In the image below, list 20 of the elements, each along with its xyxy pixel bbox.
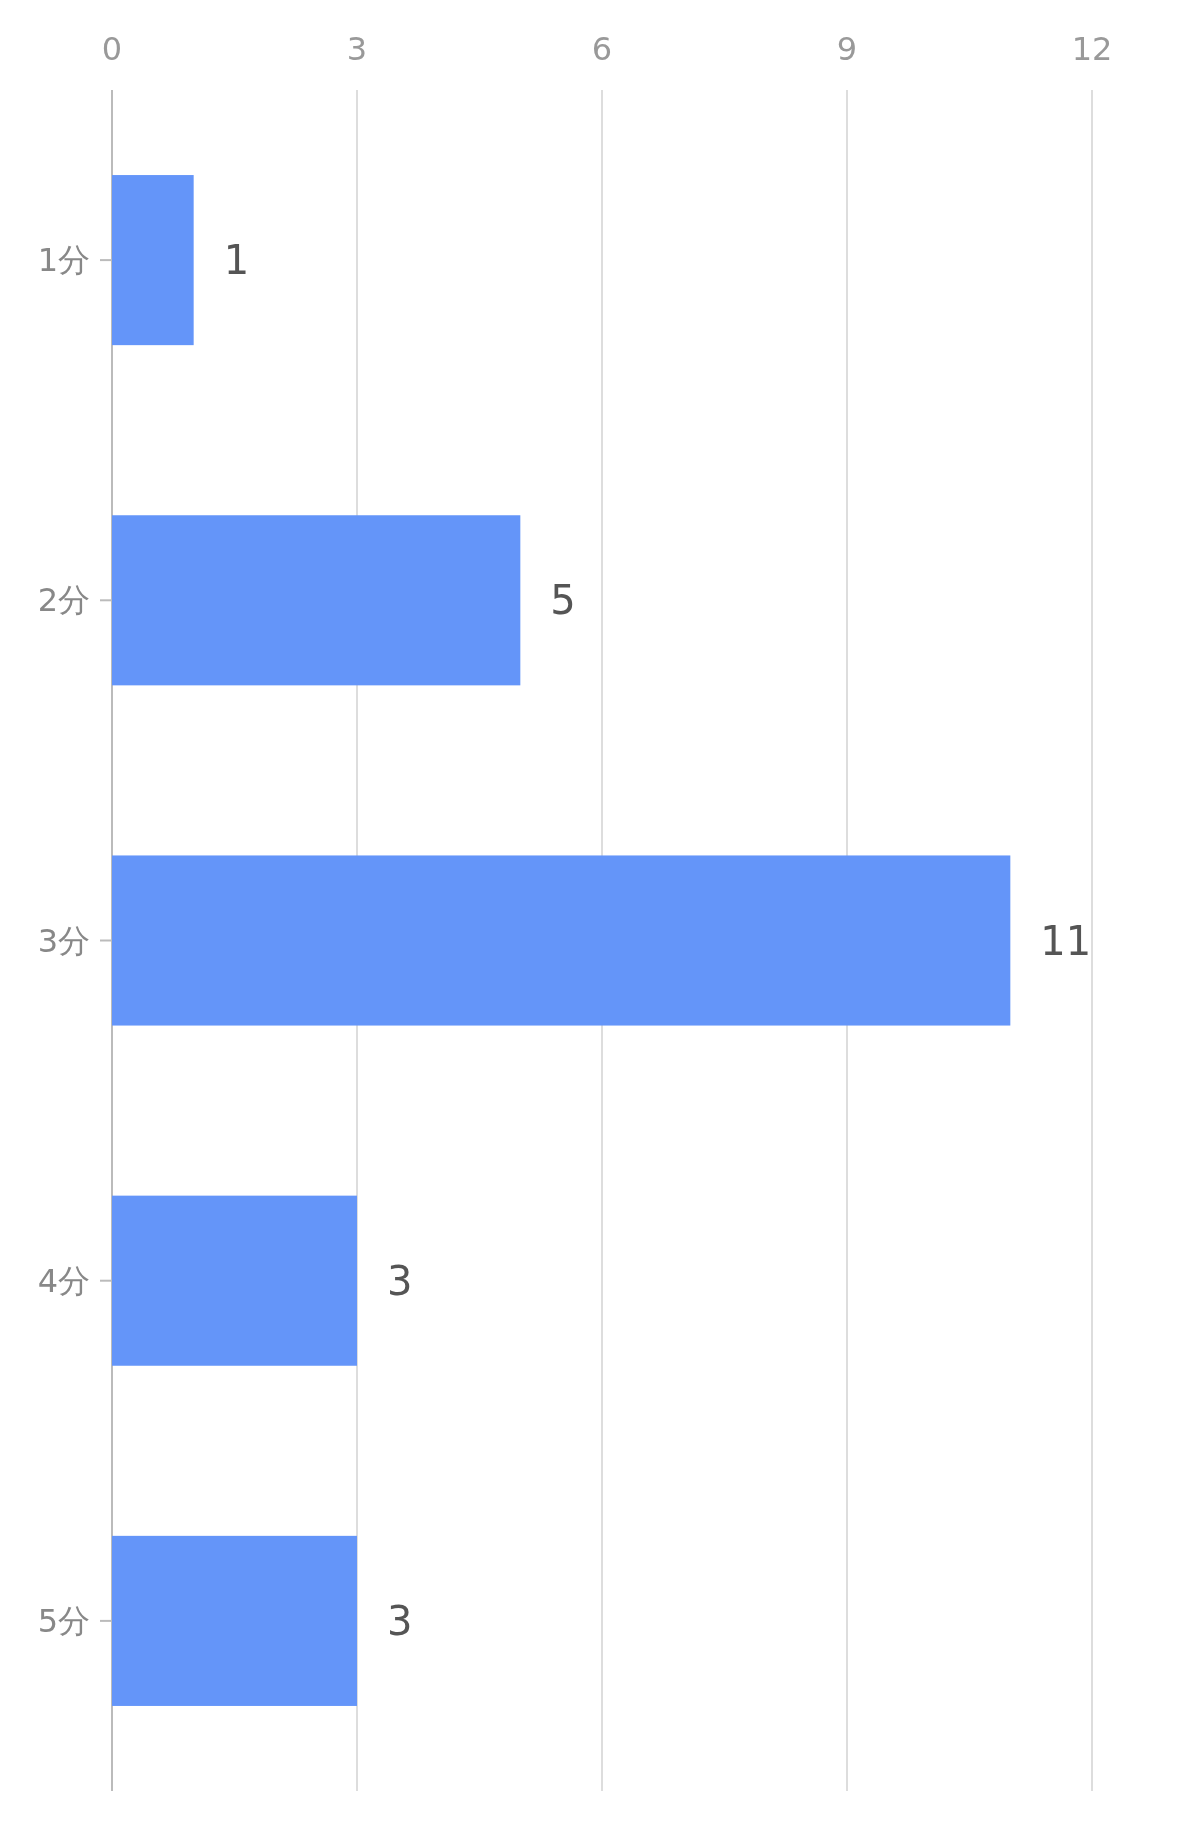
data-label: 5 [550, 577, 576, 624]
y-tick-label: 4分 [37, 1261, 90, 1300]
data-label: 11 [1040, 917, 1092, 964]
x-tick-label: 12 [1071, 30, 1113, 68]
bar [112, 1195, 357, 1366]
y-tick-label: 3分 [37, 921, 90, 960]
x-tick-label: 0 [101, 30, 123, 68]
data-label: 3 [387, 1597, 413, 1644]
bar [112, 855, 1011, 1026]
data-label: 1 [223, 237, 250, 284]
y-tick-label: 2分 [37, 581, 90, 620]
y-tick-label: 1分 [37, 241, 90, 280]
y-tick-label: 5分 [37, 1601, 90, 1640]
x-tick-label: 9 [836, 30, 858, 68]
bar [112, 515, 521, 686]
x-tick-label: 3 [346, 30, 368, 68]
bar [112, 1535, 357, 1706]
data-label: 3 [387, 1257, 413, 1304]
x-tick-label: 6 [591, 30, 613, 68]
bar [112, 175, 194, 346]
